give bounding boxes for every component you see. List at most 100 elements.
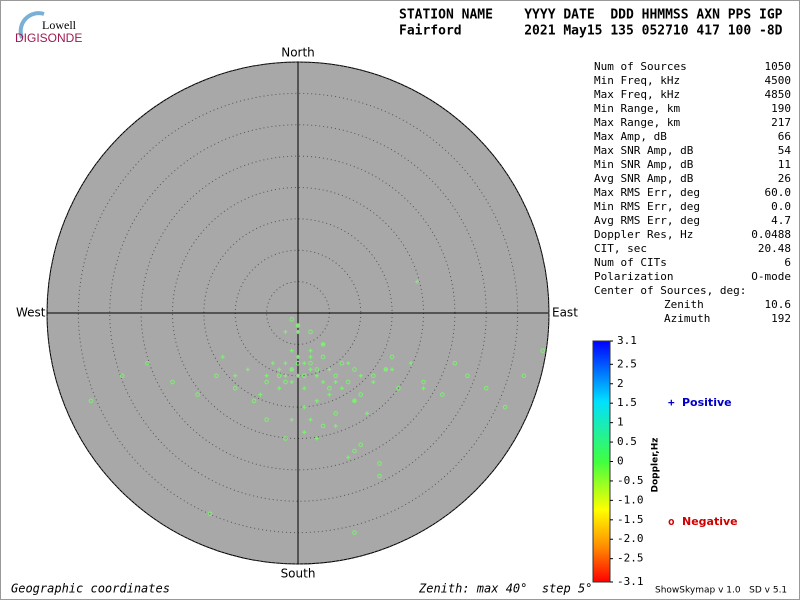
colorbar-tick-label: 1 bbox=[617, 416, 624, 429]
point bbox=[289, 367, 295, 372]
point bbox=[314, 398, 319, 403]
point bbox=[295, 360, 301, 366]
point bbox=[321, 380, 326, 385]
point bbox=[327, 392, 332, 397]
point bbox=[345, 379, 351, 385]
header-columns: STATION NAME YYYY DATE DDD HHMMSS AXN PP… bbox=[399, 8, 783, 23]
point bbox=[327, 367, 332, 372]
stat-value: 20.48 bbox=[758, 242, 791, 255]
point bbox=[283, 436, 288, 441]
colorbar-tick-label: 2.5 bbox=[617, 357, 637, 370]
point bbox=[502, 404, 508, 410]
point bbox=[270, 361, 275, 366]
colorbar bbox=[592, 340, 611, 583]
point bbox=[346, 361, 351, 366]
point bbox=[308, 329, 313, 335]
point bbox=[276, 373, 282, 379]
stat-value: 190 bbox=[771, 102, 791, 115]
center-value: 10.6 bbox=[765, 298, 792, 311]
point bbox=[314, 436, 319, 441]
point bbox=[408, 361, 413, 366]
point bbox=[296, 373, 300, 378]
point bbox=[289, 316, 295, 322]
point bbox=[452, 360, 458, 366]
point bbox=[333, 380, 338, 385]
point bbox=[302, 405, 307, 410]
stat-value: 0.0 bbox=[771, 200, 791, 213]
stat-label: Max Amp, dB bbox=[594, 130, 667, 143]
stat-label: Num of Sources bbox=[594, 60, 687, 73]
point bbox=[389, 354, 395, 360]
stat-label: Avg SNR Amp, dB bbox=[594, 172, 694, 185]
point bbox=[308, 348, 313, 353]
legend-entry: Positive bbox=[682, 396, 732, 409]
point bbox=[233, 373, 238, 378]
legend-marker: o bbox=[668, 515, 675, 528]
logo-bottom: DIGISONDE bbox=[15, 31, 82, 45]
point bbox=[214, 373, 219, 379]
stat-label: Num of CITs bbox=[594, 256, 667, 269]
stat-value: 4500 bbox=[765, 74, 792, 87]
stat-value: 4850 bbox=[765, 88, 792, 101]
colorbar-tick-label: -2.0 bbox=[617, 532, 644, 545]
stat-label: Max SNR Amp, dB bbox=[594, 144, 694, 157]
point bbox=[352, 398, 357, 404]
point bbox=[540, 348, 546, 353]
legend-marker: + bbox=[668, 396, 675, 409]
stat-value: 0.0488 bbox=[751, 228, 791, 241]
point bbox=[333, 373, 338, 379]
footer-zenith: Zenith: max 40° step 5° bbox=[418, 582, 592, 596]
colorbar-tick-label: -2.5 bbox=[617, 552, 644, 565]
point bbox=[283, 361, 288, 366]
point bbox=[314, 373, 319, 378]
stat-label: Doppler Res, Hz bbox=[594, 228, 693, 241]
point bbox=[352, 530, 357, 535]
colorbar-tick-label: 3.1 bbox=[617, 334, 637, 347]
point bbox=[421, 386, 426, 391]
stat-value: O-mode bbox=[751, 270, 791, 283]
colorbar-tick-label: -1.0 bbox=[617, 493, 644, 506]
legend-entry: Negative bbox=[682, 515, 738, 528]
point bbox=[258, 392, 263, 397]
stat-value: 66 bbox=[778, 130, 791, 143]
point bbox=[339, 360, 345, 366]
colorbar-tick-label: 2 bbox=[617, 377, 624, 390]
header-values: Fairford 2021 May15 135 052710 417 100 -… bbox=[399, 24, 783, 39]
point bbox=[283, 373, 288, 378]
stat-label: Min Range, km bbox=[594, 102, 680, 115]
point bbox=[358, 442, 364, 448]
direction-label: South bbox=[281, 567, 316, 581]
point bbox=[264, 379, 269, 385]
logo-swoosh bbox=[18, 11, 45, 39]
point bbox=[170, 379, 175, 385]
colorbar-tick-label: -3.1 bbox=[617, 575, 644, 588]
point bbox=[308, 360, 313, 366]
stat-value: 6 bbox=[784, 256, 791, 269]
direction-label: West bbox=[16, 306, 46, 320]
point bbox=[277, 367, 282, 372]
stat-value: 1050 bbox=[765, 60, 792, 73]
point bbox=[333, 411, 338, 416]
direction-label: North bbox=[281, 46, 315, 60]
colorbar-tick-label: 0 bbox=[617, 455, 624, 468]
point bbox=[308, 417, 313, 422]
point bbox=[308, 367, 313, 372]
colorbar-tick-label: -0.5 bbox=[617, 474, 644, 487]
point bbox=[302, 386, 307, 391]
point bbox=[358, 392, 364, 397]
stat-label: Min RMS Err, deg bbox=[594, 200, 700, 213]
point bbox=[327, 386, 332, 391]
center-value: 192 bbox=[771, 312, 791, 325]
point bbox=[264, 373, 269, 378]
stat-value: 60.0 bbox=[765, 186, 792, 199]
point bbox=[245, 367, 250, 372]
footer-version: ShowSkymap v 1.0 SD v 5.1 bbox=[655, 586, 787, 596]
point bbox=[333, 423, 338, 428]
point bbox=[302, 430, 307, 435]
stat-value: 217 bbox=[771, 116, 791, 129]
point bbox=[308, 354, 313, 359]
point bbox=[339, 386, 344, 391]
point bbox=[302, 361, 307, 366]
point bbox=[377, 461, 382, 466]
